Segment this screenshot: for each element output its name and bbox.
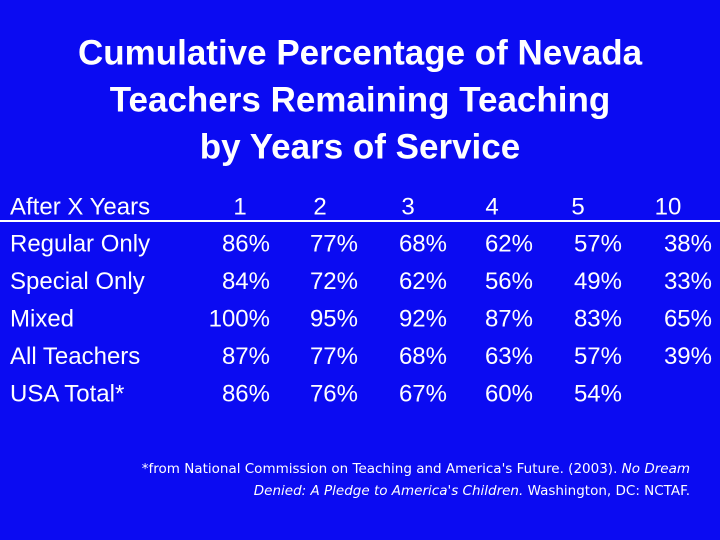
footnote-book: No Dream Denied: A Pledge to America's C… xyxy=(253,461,690,499)
table-cell: 100% xyxy=(209,305,270,332)
table-cell: 68% xyxy=(399,343,447,370)
table-cell: 92% xyxy=(399,305,447,332)
table-cell: 95% xyxy=(310,305,358,332)
table-cell: 67% xyxy=(399,380,447,407)
table-cell: 62% xyxy=(485,230,533,257)
title-line: Teachers Remaining Teaching xyxy=(110,80,611,119)
table-cell: 77% xyxy=(310,343,358,370)
row-label: Mixed xyxy=(10,305,74,332)
table-cell: 86% xyxy=(222,230,270,257)
row-label: Special Only xyxy=(10,268,145,295)
table-cell: 49% xyxy=(574,268,622,295)
table-cell: 39% xyxy=(664,343,712,370)
title-line: Cumulative Percentage of Nevada xyxy=(78,33,643,72)
title-line: by Years of Service xyxy=(200,127,520,166)
row-label: Regular Only xyxy=(10,230,150,257)
table-cell: 65% xyxy=(664,305,712,332)
table-cell: 56% xyxy=(485,268,533,295)
footnote-source: *from National Commission on Teaching an… xyxy=(141,461,618,477)
header-cell: 10 xyxy=(655,193,682,220)
table-cell: 38% xyxy=(664,230,712,257)
footnote: *from National Commission on Teaching an… xyxy=(130,458,690,502)
table-cell: 76% xyxy=(310,380,358,407)
table-cell: 72% xyxy=(310,268,358,295)
table-cell: 87% xyxy=(222,343,270,370)
header-cell: 2 xyxy=(313,193,326,220)
table-cell: 57% xyxy=(574,343,622,370)
footnote-publisher: Washington, DC: NCTAF. xyxy=(527,483,690,499)
header-cell: 4 xyxy=(485,193,498,220)
table-cell: 33% xyxy=(664,268,712,295)
header-cell: 3 xyxy=(401,193,414,220)
header-cell: 1 xyxy=(233,193,246,220)
table-cell: 63% xyxy=(485,343,533,370)
table-cell: 86% xyxy=(222,380,270,407)
table-cell: 68% xyxy=(399,230,447,257)
table-cell: 60% xyxy=(485,380,533,407)
row-label: USA Total* xyxy=(10,380,124,407)
table-cell: 84% xyxy=(222,268,270,295)
table-cell: 57% xyxy=(574,230,622,257)
table-cell: 77% xyxy=(310,230,358,257)
table-cell: 83% xyxy=(574,305,622,332)
header-cell: 5 xyxy=(571,193,584,220)
table-cell: 87% xyxy=(485,305,533,332)
row-label: All Teachers xyxy=(10,343,140,370)
header-cell: After X Years xyxy=(10,193,150,220)
table-cell: 54% xyxy=(574,380,622,407)
table-cell: 62% xyxy=(399,268,447,295)
